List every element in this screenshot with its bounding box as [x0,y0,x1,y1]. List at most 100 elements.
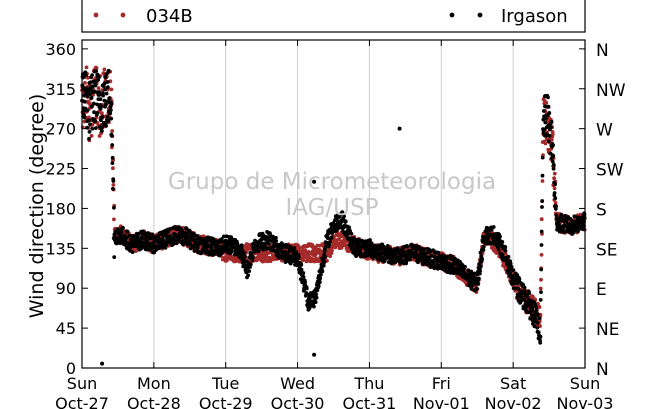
data-point [511,268,515,273]
data-point [192,249,197,253]
x-tick-label-date: Oct-27 [55,394,109,409]
data-point [498,234,502,239]
data-point [510,274,515,278]
watermark-line-1: Grupo de Micrometeorologia [168,169,496,195]
grid-lines [153,40,514,368]
data-point [106,85,110,90]
data-point [274,235,278,240]
data-point [541,130,546,135]
data-point [552,171,557,176]
data-point [551,166,556,171]
data-point [540,155,545,160]
data-point [313,300,318,305]
data-point [297,245,302,250]
data-point [221,234,226,239]
data-point [538,340,543,345]
data-point [191,235,195,240]
data-point [167,227,172,232]
data-point [202,237,207,241]
x-tick-label-date: Oct-30 [271,394,325,409]
data-point [472,271,477,276]
data-point [422,247,426,252]
data-point [301,258,306,263]
data-point [550,132,555,137]
data-point [93,83,98,88]
data-point [536,330,541,335]
data-point [82,115,87,120]
data-point [99,104,103,108]
data-point [540,179,545,183]
x-tick-label-date: Oct-28 [127,394,181,409]
data-point [543,141,548,146]
data-point [318,276,323,281]
watermark-line-2: IAG/USP [286,195,379,221]
data-point [267,242,271,246]
y-right-tick-label: W [596,121,613,141]
data-point [121,226,125,230]
data-point [239,243,244,248]
data-point [491,225,496,229]
data-point [538,286,543,291]
data-point [539,267,544,272]
data-point [399,258,404,263]
data-point [408,257,412,262]
data-point [98,107,103,111]
y-tick-label: 45 [56,319,76,338]
data-point [318,280,322,284]
data-point [500,240,505,244]
data-point [508,271,513,276]
data-point [219,237,224,241]
data-point [84,73,88,77]
y-tick-label: 135 [45,239,76,258]
data-point [94,66,99,70]
data-point [87,136,91,141]
data-point [299,263,304,267]
data-point [549,119,554,124]
y-tick-label: 180 [45,199,76,218]
data-point [540,173,545,178]
data-point [509,265,514,269]
data-point [104,91,109,96]
data-point [546,95,550,100]
data-point [513,286,518,291]
y-axis-label: Wind direction (degree) [26,94,48,319]
data-point [96,86,101,91]
data-point [537,316,542,321]
data-point [503,252,508,256]
data-point [508,261,513,266]
data-point [503,245,508,250]
data-point [330,248,334,253]
data-point [347,225,351,230]
data-point [303,280,307,284]
data-point [397,126,402,131]
data-point [95,102,99,107]
data-point [563,229,567,234]
data-point [538,298,543,302]
data-point [496,247,501,252]
data-point [101,93,105,98]
data-point [479,264,483,269]
y-tick-label: 225 [45,160,76,179]
data-point [312,179,317,184]
data-point [89,134,94,138]
data-point [136,231,141,236]
data-point [453,256,457,261]
data-point [197,241,202,246]
y-right-tick-label: N [596,41,609,61]
data-point [551,143,555,148]
data-point [304,286,309,291]
data-point [385,244,390,248]
data-point [104,121,108,125]
data-point [98,97,103,102]
data-point [414,248,419,252]
data-point [554,204,558,209]
data-point [229,249,234,254]
data-point [109,108,113,112]
data-point [103,87,107,92]
data-point [535,321,540,325]
data-point [242,250,246,255]
data-point [405,244,410,249]
data-point [111,166,115,171]
data-point [95,111,100,115]
x-tick-label-day: Tue [211,374,239,393]
